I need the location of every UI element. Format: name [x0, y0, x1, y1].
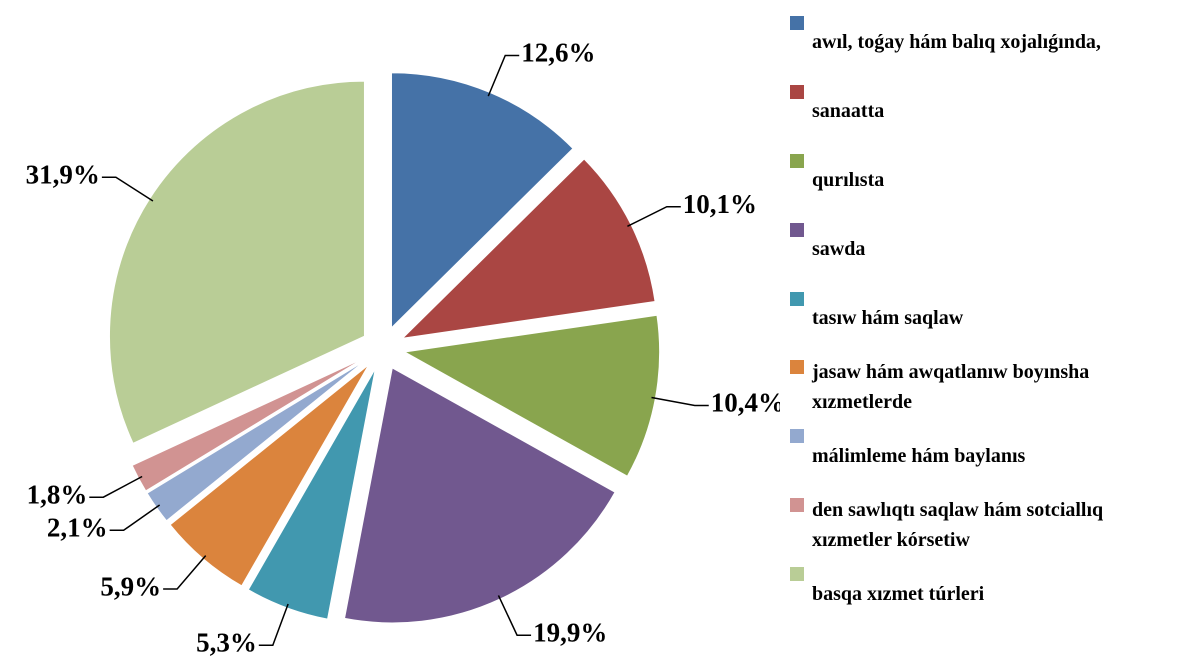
- data-label: 10,1%: [683, 189, 757, 219]
- data-label: 5,9%: [100, 571, 161, 601]
- legend-label: qurılısta: [812, 169, 885, 192]
- chart: 12,6% 10,1% 10,4% 19,9% 5,3% 5,9% 2,1%1,8% 31,9…: [26, 38, 780, 658]
- legend-swatch: [790, 429, 804, 444]
- legend-swatch: [790, 567, 804, 582]
- legend-swatch: [790, 291, 804, 306]
- leader-line: [497, 595, 532, 637]
- legend-label: awıl, toǵay hám balıq xojalıǵında,: [812, 31, 1101, 54]
- data-label: 1,8%: [27, 479, 88, 509]
- legend-item: tasıw hám saqlaw: [790, 284, 1170, 353]
- data-label: 10,4%: [711, 388, 780, 418]
- legend-item: sanaatta: [790, 77, 1170, 146]
- leader-line: [163, 555, 207, 590]
- legend-item: jasaw hám awqatlanıw boyınsha xızmetlerd…: [790, 352, 1170, 421]
- legend-label: tasıw hám saqlaw: [812, 307, 964, 329]
- legend-swatch: [790, 498, 804, 513]
- legend-item: awıl, toǵay hám balıq xojalıǵında,: [790, 8, 1170, 77]
- legend-item: basqa xızmet túrleri: [790, 559, 1170, 628]
- legend-label: sanaatta: [812, 100, 885, 123]
- legend-swatch: [790, 222, 804, 237]
- leader-line: [627, 206, 681, 228]
- data-label: 2,1%: [47, 512, 108, 542]
- data-label: 19,9%: [533, 617, 607, 647]
- data-label: 31,9%: [26, 160, 100, 190]
- leader-line: [109, 504, 161, 532]
- legend-label: jasaw hám awqatlanıw boyınsha xızmetlerd…: [812, 360, 1090, 413]
- leader-line: [101, 176, 154, 202]
- data-label: 12,6%: [521, 38, 595, 68]
- leader-line: [89, 475, 143, 498]
- legend-swatch: [790, 360, 804, 375]
- legend: awıl, toǵay hám balıq xojalıǵında, sanaat…: [790, 8, 1170, 628]
- legend-item: den sawlıqtı saqlaw hám sotciallıq xızme…: [790, 490, 1170, 559]
- legend-item: sawda: [790, 215, 1170, 284]
- legend-label: basqa xızmet túrleri: [812, 582, 985, 605]
- leader-line: [258, 603, 289, 646]
- data-label: 5,3%: [196, 627, 257, 657]
- legend-label: málimleme hám baylanıs: [812, 444, 1026, 467]
- legend-swatch: [790, 153, 804, 168]
- legend-swatch: [790, 84, 804, 99]
- legend-label: sawda: [812, 238, 866, 261]
- legend-swatch: [790, 16, 804, 30]
- legend-label: den sawlıqtı saqlaw hám sotciallıq xızme…: [812, 498, 1104, 551]
- leader-line: [651, 396, 709, 407]
- leader-line: [487, 54, 520, 97]
- legend-item: qurılısta: [790, 146, 1170, 215]
- legend-item: málimleme hám baylanıs: [790, 421, 1170, 490]
